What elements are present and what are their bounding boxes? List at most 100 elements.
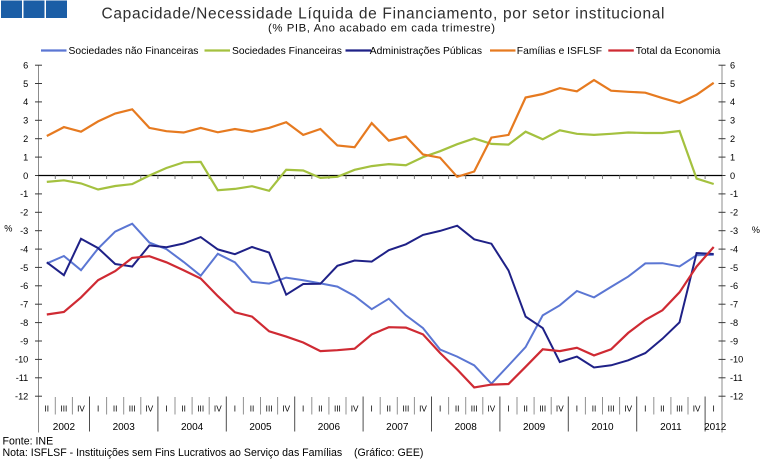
svg-text:-6: -6 [20,281,28,291]
svg-text:2005: 2005 [249,422,272,433]
svg-text:III: III [676,405,683,414]
svg-text:-7: -7 [20,300,28,310]
svg-text:2006: 2006 [318,422,341,433]
svg-text:5: 5 [23,79,28,89]
svg-text:IV: IV [77,405,85,414]
svg-text:(% PIB, Ano acabado em cada tr: (% PIB, Ano acabado em cada trimestre) [268,23,495,35]
svg-text:II: II [660,405,665,414]
svg-text:-4: -4 [730,244,738,254]
svg-text:IV: IV [488,405,496,414]
svg-text:-1: -1 [730,189,738,199]
svg-text:III: III [334,405,341,414]
svg-text:2011: 2011 [660,422,682,433]
svg-text:3: 3 [23,116,28,126]
svg-text:I: I [97,405,99,414]
svg-text:III: III [266,405,273,414]
svg-text:4: 4 [23,97,28,107]
svg-text:-9: -9 [20,336,28,346]
svg-text:5: 5 [730,79,735,89]
svg-text:III: III [129,405,136,414]
svg-text:I: I [234,405,236,414]
svg-text:-12: -12 [730,392,743,402]
svg-text:III: III [60,405,67,414]
svg-text:IV: IV [214,405,222,414]
svg-text:-2: -2 [730,208,738,218]
svg-text:III: III [608,405,615,414]
svg-text:Sociedades não Financeiras: Sociedades não Financeiras [69,46,199,57]
svg-text:I: I [576,405,578,414]
svg-text:IV: IV [282,405,290,414]
svg-text:-8: -8 [730,318,738,328]
svg-text:%: % [4,224,12,234]
svg-text:II: II [45,405,50,414]
svg-text:2003: 2003 [113,422,136,433]
svg-text:-5: -5 [20,263,28,273]
svg-text:-6: -6 [730,281,738,291]
svg-text:II: II [181,405,186,414]
svg-text:1: 1 [23,152,28,162]
svg-text:2010: 2010 [591,422,614,433]
svg-text:I: I [371,405,373,414]
svg-text:-4: -4 [20,244,28,254]
svg-text:IV: IV [146,405,154,414]
svg-text:Fonte: INE: Fonte: INE [3,435,54,447]
svg-text:Capacidade/Necessidade Líquida: Capacidade/Necessidade Líquida de Financ… [102,6,665,23]
svg-text:0: 0 [730,171,735,181]
svg-text:2: 2 [23,134,28,144]
svg-text:Administrações Públicas: Administrações Públicas [370,46,482,57]
svg-text:-7: -7 [730,300,738,310]
svg-text:2: 2 [730,134,735,144]
svg-text:III: III [539,405,546,414]
svg-text:II: II [113,405,118,414]
svg-text:II: II [592,405,597,414]
svg-text:2007: 2007 [386,422,409,433]
svg-text:I: I [439,405,441,414]
svg-text:2009: 2009 [523,422,546,433]
svg-text:-5: -5 [730,263,738,273]
svg-text:-10: -10 [730,355,743,365]
svg-text:II: II [318,405,323,414]
svg-text:-3: -3 [20,226,28,236]
svg-text:I: I [302,405,304,414]
svg-text:Nota: ISFLSF - Instituições se: Nota: ISFLSF - Instituições sem Fins Luc… [3,447,424,459]
svg-text:2012: 2012 [704,422,727,433]
svg-text:IV: IV [556,405,564,414]
svg-text:IV: IV [624,405,632,414]
svg-text:I: I [165,405,167,414]
svg-text:0: 0 [23,171,28,181]
svg-text:-11: -11 [16,373,29,383]
svg-text:3: 3 [730,116,735,126]
svg-text:III: III [197,405,204,414]
svg-text:-11: -11 [730,373,743,383]
svg-text:IV: IV [693,405,701,414]
svg-text:III: III [402,405,409,414]
svg-text:IV: IV [351,405,359,414]
svg-text:III: III [471,405,478,414]
svg-text:-12: -12 [15,392,28,402]
svg-text:%: % [752,225,760,235]
svg-text:-9: -9 [730,336,738,346]
svg-text:6: 6 [23,61,28,71]
svg-text:4: 4 [730,97,735,107]
svg-text:Total da Economia: Total da Economia [636,46,721,57]
svg-text:-10: -10 [15,355,28,365]
svg-text:II: II [250,405,255,414]
svg-text:2002: 2002 [53,422,76,433]
svg-text:II: II [387,405,392,414]
svg-text:I: I [644,405,646,414]
svg-text:I: I [713,405,715,414]
svg-text:2004: 2004 [181,422,204,433]
svg-text:-2: -2 [20,208,28,218]
svg-text:Famílias e ISFLSF: Famílias e ISFLSF [517,46,602,57]
svg-text:I: I [507,405,509,414]
svg-text:II: II [455,405,460,414]
svg-text:6: 6 [730,61,735,71]
svg-text:-1: -1 [20,189,28,199]
svg-text:1: 1 [730,152,735,162]
svg-text:2008: 2008 [455,422,478,433]
svg-text:-8: -8 [20,318,28,328]
svg-text:IV: IV [419,405,427,414]
svg-text:II: II [523,405,528,414]
svg-text:-3: -3 [730,226,738,236]
svg-text:Sociedades Financeiras: Sociedades Financeiras [232,46,342,57]
